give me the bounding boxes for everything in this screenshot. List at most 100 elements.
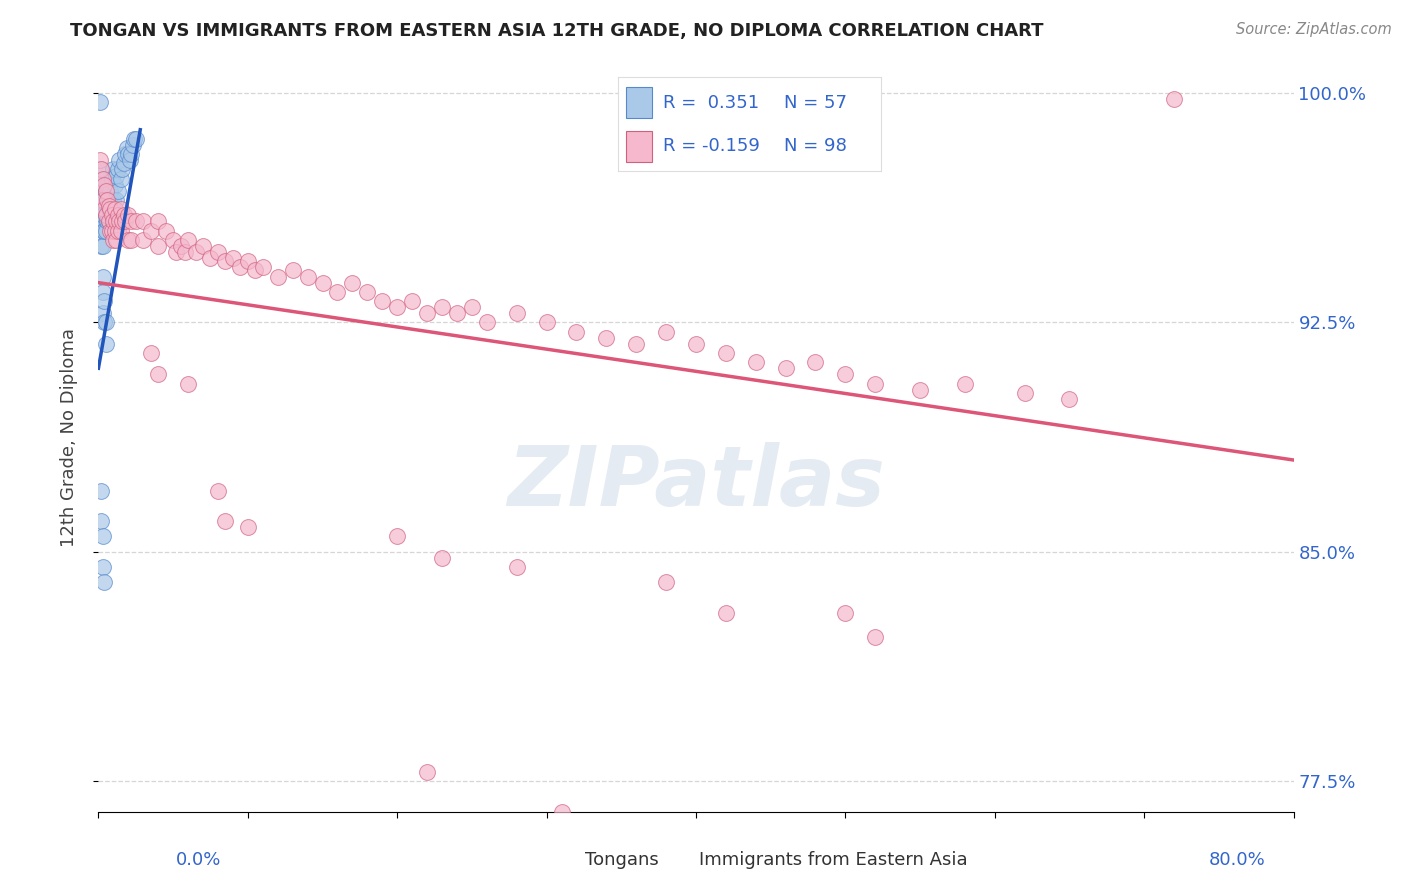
- Point: [461, 300, 484, 314]
- Point: [96, 178, 118, 192]
- Point: [177, 233, 200, 247]
- Point: [117, 233, 139, 247]
- Point: [132, 233, 155, 247]
- Point: [105, 233, 128, 247]
- Point: [908, 383, 931, 397]
- Point: [371, 293, 394, 308]
- Point: [148, 214, 170, 228]
- Point: [118, 153, 141, 168]
- Point: [108, 153, 131, 168]
- Point: [446, 306, 468, 320]
- Text: Tongans: Tongans: [585, 851, 659, 869]
- Point: [120, 233, 142, 247]
- Point: [94, 208, 117, 222]
- Point: [103, 162, 125, 177]
- Point: [98, 208, 122, 222]
- Point: [475, 315, 498, 329]
- Point: [804, 355, 827, 369]
- Point: [139, 346, 162, 360]
- Point: [536, 315, 558, 329]
- Point: [93, 293, 115, 308]
- Point: [98, 184, 122, 198]
- Point: [148, 239, 170, 253]
- Point: [104, 224, 127, 238]
- Point: [356, 285, 378, 299]
- Point: [745, 355, 768, 369]
- Point: [214, 514, 236, 528]
- Point: [121, 138, 143, 153]
- Point: [94, 315, 117, 329]
- Point: [430, 300, 453, 314]
- Point: [104, 202, 127, 217]
- Point: [714, 606, 737, 620]
- Point: [93, 193, 115, 207]
- Point: [114, 214, 136, 228]
- Point: [94, 336, 117, 351]
- Point: [775, 361, 797, 376]
- Point: [93, 178, 115, 192]
- Point: [281, 263, 304, 277]
- Point: [93, 202, 115, 217]
- Point: [107, 208, 129, 222]
- Point: [101, 224, 124, 238]
- Point: [401, 293, 423, 308]
- Point: [107, 184, 129, 198]
- Point: [865, 376, 887, 391]
- Point: [90, 239, 112, 253]
- Point: [1059, 392, 1081, 406]
- Text: 80.0%: 80.0%: [1209, 851, 1265, 869]
- Point: [229, 260, 252, 275]
- Point: [125, 132, 148, 146]
- Point: [120, 214, 142, 228]
- Point: [252, 260, 274, 275]
- Point: [714, 346, 737, 360]
- Point: [626, 336, 648, 351]
- Point: [101, 208, 124, 222]
- Point: [834, 368, 856, 382]
- Point: [97, 214, 120, 228]
- Point: [245, 263, 267, 277]
- Point: [90, 214, 112, 228]
- Point: [655, 575, 678, 590]
- Point: [93, 575, 115, 590]
- Point: [565, 325, 588, 339]
- Point: [91, 184, 114, 198]
- Point: [101, 199, 124, 213]
- Point: [89, 208, 111, 222]
- Point: [111, 214, 134, 228]
- Point: [342, 276, 364, 290]
- Text: Immigrants from Eastern Asia: Immigrants from Eastern Asia: [699, 851, 967, 869]
- Point: [236, 520, 259, 534]
- Point: [108, 214, 131, 228]
- Point: [125, 214, 148, 228]
- Point: [90, 514, 112, 528]
- Point: [124, 132, 146, 146]
- Point: [169, 239, 191, 253]
- Point: [94, 184, 117, 198]
- Point: [91, 224, 114, 238]
- Point: [165, 245, 187, 260]
- Point: [595, 331, 617, 345]
- Point: [191, 239, 214, 253]
- Point: [236, 254, 259, 268]
- Point: [91, 306, 114, 320]
- Point: [91, 171, 114, 186]
- Point: [162, 233, 184, 247]
- Point: [326, 285, 349, 299]
- Text: TONGAN VS IMMIGRANTS FROM EASTERN ASIA 12TH GRADE, NO DIPLOMA CORRELATION CHART: TONGAN VS IMMIGRANTS FROM EASTERN ASIA 1…: [70, 22, 1043, 40]
- Point: [91, 193, 114, 207]
- Point: [207, 245, 229, 260]
- Point: [267, 269, 290, 284]
- Point: [506, 306, 529, 320]
- Point: [865, 631, 887, 645]
- Point: [148, 368, 170, 382]
- Point: [103, 214, 125, 228]
- Point: [655, 325, 678, 339]
- Point: [97, 214, 120, 228]
- Point: [89, 153, 111, 168]
- Point: [222, 251, 245, 265]
- Point: [105, 214, 128, 228]
- Point: [1014, 385, 1036, 400]
- Point: [174, 245, 197, 260]
- Point: [117, 147, 139, 161]
